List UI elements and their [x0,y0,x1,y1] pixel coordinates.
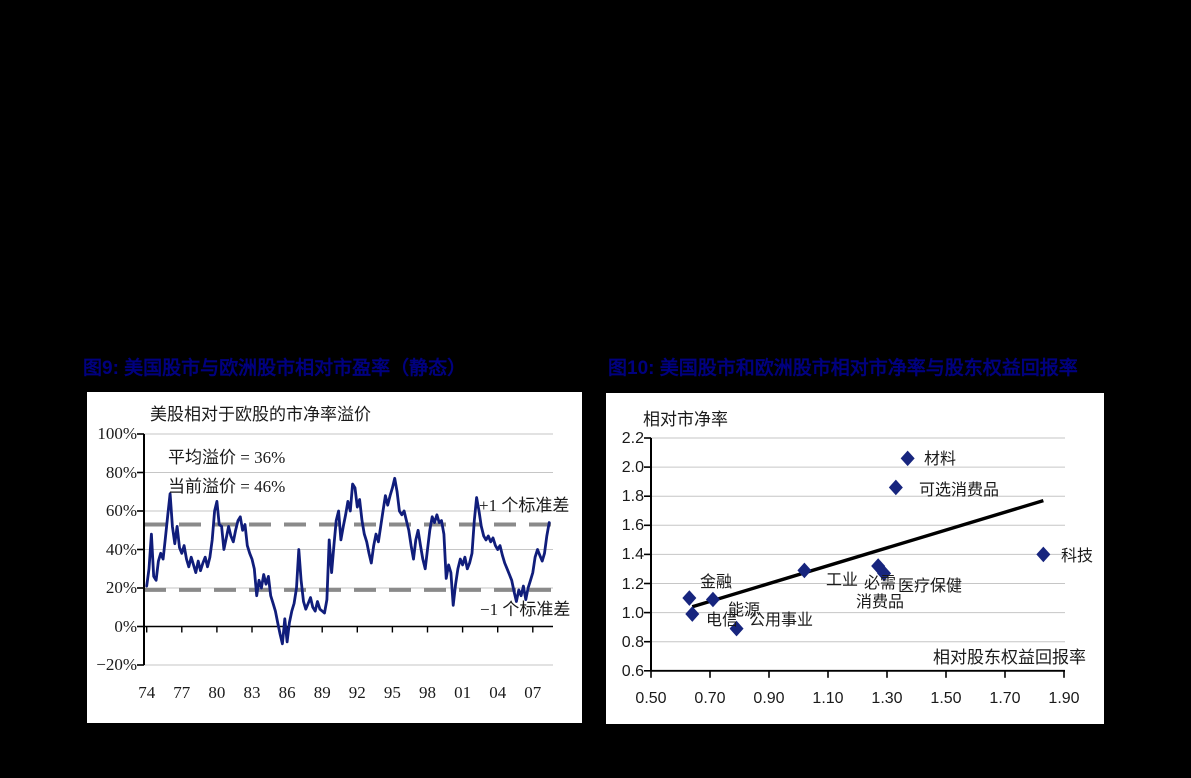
y-tick-label: 100% [97,424,137,443]
x-tick-label: 80 [208,683,226,702]
scatter-point-marker [685,606,700,622]
y-tick-label: 1.4 [621,546,644,564]
current-premium-annotation: 当前溢价 = 46% [168,477,286,496]
y-tick-label: 2.2 [621,430,644,447]
y-tick-label: 1.0 [621,604,644,622]
scatter-point-marker [900,450,915,467]
scatter-point-label: 必需 消费品 [855,575,904,612]
figure10-y-axis-title: 相对市净率 [643,410,728,429]
x-tick-label: 98 [419,683,436,702]
x-tick-label: 07 [524,683,542,702]
x-tick-label: 1.90 [1048,690,1080,707]
x-tick-label: 1.50 [930,690,962,707]
x-tick-label: 95 [383,683,401,702]
x-tick-label: 1.10 [812,690,844,707]
y-tick-label: 0.6 [621,662,644,680]
figure10-chart-panel: 相对市净率 相对股东权益回报率 材料可选消费品科技工业 必需 消费品 医疗保健 金融能… [606,393,1104,724]
scatter-point-marker [888,479,903,496]
scatter-point-marker [1036,546,1051,563]
minus-1sd-annotation: −1 个标准差 [480,600,571,619]
y-tick-label: 0% [114,616,137,636]
y-tick-label: 1.6 [621,517,644,535]
y-tick-label: 1.8 [621,488,644,506]
scatter-point-marker [729,620,744,637]
scatter-point-marker [705,591,720,608]
figure9-plot-canvas [137,433,553,666]
x-tick-label: 77 [173,683,191,702]
x-tick-label: 0.50 [635,690,667,707]
scatter-point-label: 材料 [924,451,957,468]
x-tick-label: 0.90 [753,690,785,707]
x-tick-label: 0.70 [694,690,726,707]
y-tick-label: 0.8 [621,633,644,651]
x-tick-label: 74 [138,683,156,702]
x-tick-label: 86 [278,683,296,702]
scatter-point-label: 科技 [1061,548,1094,565]
plus-1sd-annotation: +1 个标准差 [479,496,570,515]
trend-line [691,498,1044,609]
x-tick-label: 04 [489,683,507,702]
y-tick-label: −20% [96,655,137,674]
scatter-point-label: 电信 [706,612,739,629]
x-tick-label: 1.30 [871,690,903,707]
scatter-point-marker [797,562,812,579]
y-tick-label: 20% [105,578,137,597]
scatter-point-marker [682,590,697,606]
figure10-title: 图10: 美国股市和欧洲股市相对市净率与股东权益回报率 [608,358,1078,379]
y-tick-label: 80% [105,462,137,482]
y-tick-label: 60% [105,501,137,520]
x-tick-label: 01 [454,683,472,702]
figure9-title: 图9: 美国股市与欧洲股市相对市盈率（静态） [83,358,467,379]
premium-series-line [145,476,551,646]
scatter-point-label: 金融 [700,574,733,591]
scatter-point-label: 可选消费品 [919,482,1000,499]
x-tick-label: 1.70 [989,690,1021,707]
scatter-point-marker [877,565,892,582]
scatter-point-marker [871,558,886,574]
scatter-point-label: 工业 [826,572,859,589]
y-tick-label: 40% [105,539,137,559]
x-tick-label: 83 [243,683,261,702]
figure10-x-axis-title: 相对股东权益回报率 [933,648,1086,667]
scatter-point-label: 能源 [728,602,761,619]
figure10-plot-canvas [644,437,1065,678]
mean-premium-annotation: 平均溢价 = 36% [168,448,286,467]
scatter-point-label: 公用事业 [749,612,814,629]
x-tick-label: 92 [348,683,366,702]
x-tick-label: 89 [313,683,331,702]
figure9-chart-panel: 美股相对于欧股的市净率溢价 平均溢价 = 36% 当前溢价 = 46% +1 个… [87,392,582,723]
y-tick-label: 1.2 [621,575,644,593]
scatter-point-label: 医疗保健 [898,578,963,595]
figure9-inner-title: 美股相对于欧股的市净率溢价 [150,405,371,424]
y-tick-label: 2.0 [621,459,644,477]
